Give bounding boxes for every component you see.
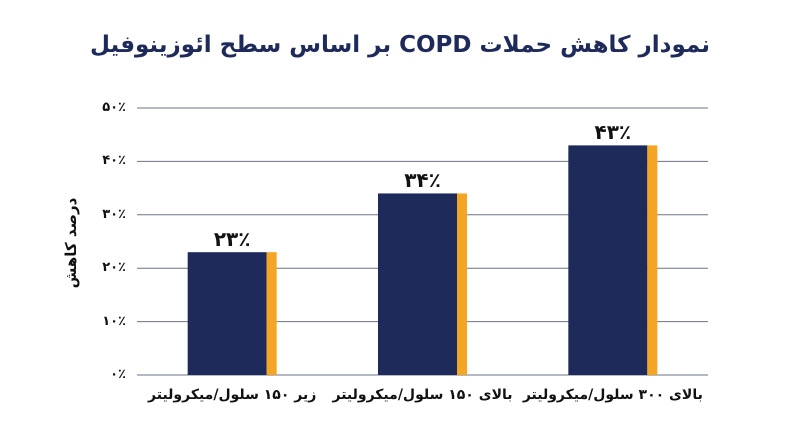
y-tick-label: ۴۰٪ (102, 153, 126, 169)
category-label: بالای ۱۵۰ سلول/میکرولیتر (332, 387, 513, 403)
bar-3 (568, 145, 648, 375)
category-label: زیر ۱۵۰ سلول/میکرولیتر (148, 387, 317, 403)
bar-2 (378, 193, 457, 375)
y-tick-label: ۰٪ (110, 367, 126, 382)
bar-2-accent (457, 193, 467, 375)
value-label: ۳۴٪ (404, 168, 441, 193)
bar-1 (187, 252, 267, 375)
bar-1-accent (266, 252, 277, 375)
y-tick-label: ۲۰٪ (102, 260, 126, 276)
value-label: ۲۳٪ (213, 227, 251, 252)
chart-title: نمودار کاهش حملات COPD بر اساس سطح ائوزی… (90, 32, 710, 58)
y-tick-label: ۵۰٪ (102, 100, 126, 115)
y-tick-label: ۳۰٪ (102, 206, 126, 222)
category-label: بالای ۳۰۰ سلول/میکرولیتر (522, 387, 703, 403)
bars (187, 145, 658, 375)
bar-3-accent (647, 145, 658, 375)
y-tick-label: ۱۰٪ (102, 313, 126, 329)
value-label: ۴۳٪ (594, 120, 632, 145)
